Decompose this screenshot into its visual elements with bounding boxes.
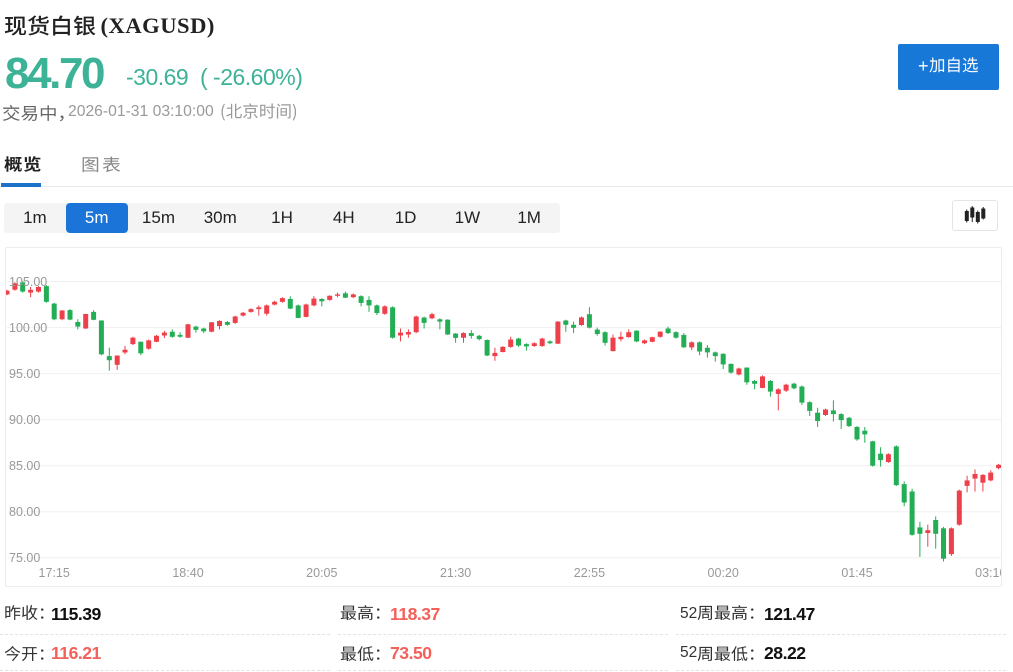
svg-text:75.00: 75.00 bbox=[9, 551, 40, 565]
svg-text:95.00: 95.00 bbox=[9, 367, 40, 381]
svg-text:18:40: 18:40 bbox=[172, 566, 203, 580]
svg-text:80.00: 80.00 bbox=[9, 505, 40, 519]
svg-text:17:15: 17:15 bbox=[39, 566, 70, 580]
svg-text:90.00: 90.00 bbox=[9, 413, 40, 427]
svg-text:22:55: 22:55 bbox=[574, 566, 605, 580]
svg-text:100.00: 100.00 bbox=[9, 321, 47, 335]
svg-text:20:05: 20:05 bbox=[306, 566, 337, 580]
svg-text:00:20: 00:20 bbox=[708, 566, 739, 580]
svg-text:105.00: 105.00 bbox=[9, 275, 47, 289]
svg-text:01:45: 01:45 bbox=[841, 566, 872, 580]
svg-text:03:10: 03:10 bbox=[975, 566, 1002, 580]
svg-text:21:30: 21:30 bbox=[440, 566, 471, 580]
svg-text:85.00: 85.00 bbox=[9, 459, 40, 473]
